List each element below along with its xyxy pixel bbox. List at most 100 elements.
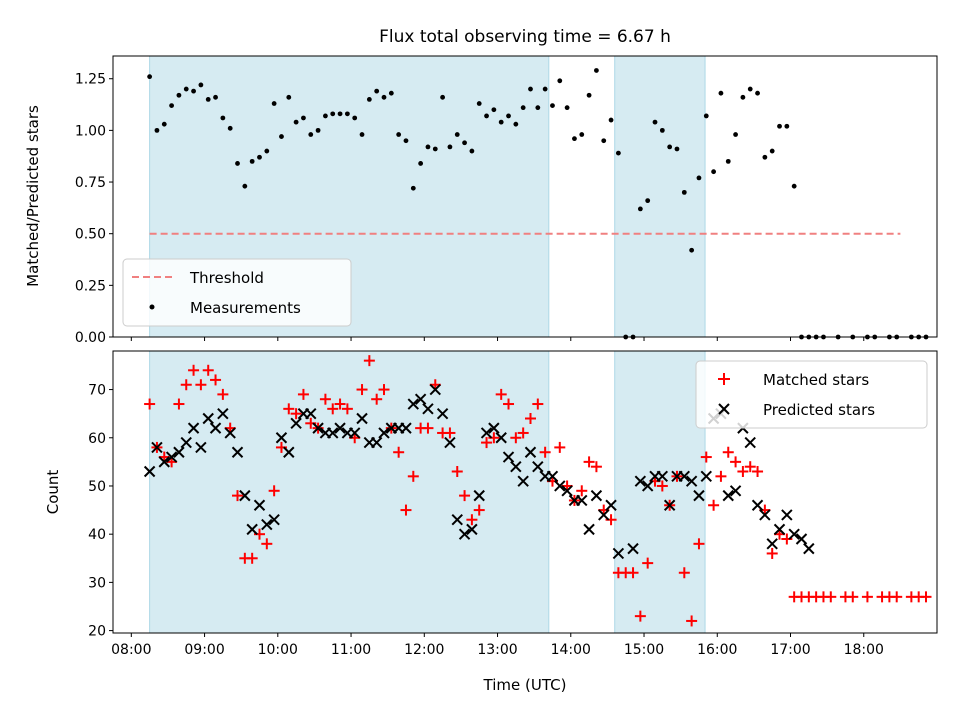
measurements-point [337, 111, 343, 117]
measurements-point [352, 115, 358, 121]
measurements-point [718, 90, 724, 96]
predicted-stars-point [766, 538, 778, 550]
matched-stars-point [686, 615, 698, 627]
measurements-point [608, 117, 614, 123]
measurements-point [315, 127, 321, 133]
matched-stars-point [444, 427, 456, 439]
predicted-stars-point [348, 427, 361, 439]
top-plot-frame [112, 55, 938, 338]
bottom-legend-matched-label: Matched stars [763, 371, 869, 389]
measurements-point [586, 92, 592, 98]
top-legend-measurements-swatch [149, 304, 155, 310]
predicted-stars-point [488, 422, 500, 434]
predicted-stars-point [744, 436, 756, 449]
matched-stars-point [466, 514, 478, 526]
x-tick-label: 13:00 [477, 642, 517, 658]
measurements-point [323, 113, 328, 119]
measurements-point [615, 150, 621, 156]
bottom-plot-frame [112, 350, 938, 634]
x-tick-label: 17:00 [770, 642, 810, 658]
measurements-point [696, 175, 702, 181]
measurements-point [601, 138, 607, 144]
predicted-stars-point [378, 427, 390, 439]
measurements-point [637, 206, 643, 212]
matched-stars-point [700, 451, 712, 463]
predicted-stars-point [290, 417, 302, 430]
predicted-stars-point [202, 412, 214, 425]
predicted-stars-point [678, 470, 691, 483]
matched-stars-point [634, 610, 646, 622]
matched-stars-point [861, 591, 873, 603]
predicted-stars-point [803, 542, 815, 555]
measurements-point [271, 101, 277, 106]
measurements-point [703, 113, 709, 119]
predicted-stars-point [151, 441, 163, 454]
bottom-chart: 08:00 09:00 10:00 11:00 12:00 13:00 14:00 15:00… [44, 350, 938, 694]
predicted-stars-point [495, 432, 507, 444]
predicted-stars-point [480, 427, 493, 439]
predicted-stars-point [546, 470, 559, 483]
top-legend-measurements-label: Measurements [190, 299, 301, 317]
matched-stars-point [283, 403, 295, 415]
measurements-point [220, 115, 226, 121]
measurements-point [169, 103, 174, 108]
matched-stars-point [144, 398, 156, 410]
matched-stars-point [261, 538, 273, 550]
matched-stars-point [766, 547, 778, 559]
matched-stars-point [173, 398, 185, 410]
measurements-point [740, 94, 746, 100]
predicted-stars-point [561, 485, 573, 497]
predicted-stars-point [641, 480, 654, 492]
predicted-stars-point [312, 422, 324, 434]
measurements-point [301, 115, 306, 121]
predicted-stars-point [781, 509, 793, 521]
matched-stars-point [481, 437, 493, 449]
matched-stars-point [195, 379, 207, 391]
matched-stars-point [524, 412, 536, 424]
matched-stars-point [356, 384, 368, 396]
predicted-stars-point [195, 441, 207, 454]
measurements-point [542, 86, 548, 92]
matched-stars-point [290, 408, 302, 420]
measurements-point [381, 94, 387, 100]
matched-stars-point [363, 355, 375, 367]
measurements-point [432, 146, 438, 152]
measurements-point [308, 132, 314, 137]
predicted-stars-point [700, 470, 712, 483]
measurements-point [550, 103, 555, 108]
measurements-point [191, 88, 196, 94]
measurements-point [469, 148, 475, 154]
matched-stars-point [722, 446, 734, 458]
matched-stars-point [517, 427, 529, 439]
predicted-stars-point [510, 460, 522, 473]
matched-stars-point [459, 490, 471, 502]
top-chart: 0.00 0.25 0.50 0.75 1.00 1.25 Matched/Predict… [24, 55, 938, 346]
predicted-stars-point [729, 485, 742, 497]
measurements-point [667, 144, 673, 150]
measurements-point [293, 119, 299, 125]
predicted-stars-point [751, 499, 764, 511]
top-legend-box [122, 258, 352, 327]
matched-stars-point [737, 466, 749, 478]
matched-stars-point [532, 398, 544, 410]
predicted-stars-point [612, 547, 625, 560]
y-tick-label: 1.25 [75, 72, 106, 88]
y-tick-label: 1.00 [75, 123, 106, 139]
matched-stars-point [920, 591, 932, 603]
matched-stars-point [202, 364, 214, 376]
measurements-point [762, 154, 768, 160]
predicted-stars-point [444, 436, 456, 449]
measurements-point [359, 132, 365, 137]
measurements-point [572, 136, 577, 142]
predicted-stars-point [634, 475, 647, 487]
measurements-point [176, 92, 182, 98]
y-tick-label: 0.50 [75, 227, 106, 243]
predicted-stars-point [180, 436, 192, 449]
x-tick-label: 08:00 [111, 642, 151, 658]
measurements-point [344, 111, 350, 117]
predicted-stars-point [305, 407, 317, 420]
matched-stars-point [693, 538, 705, 550]
measurements-point [564, 105, 570, 111]
bottom-shading [149, 350, 706, 634]
measurements-point [366, 96, 372, 102]
